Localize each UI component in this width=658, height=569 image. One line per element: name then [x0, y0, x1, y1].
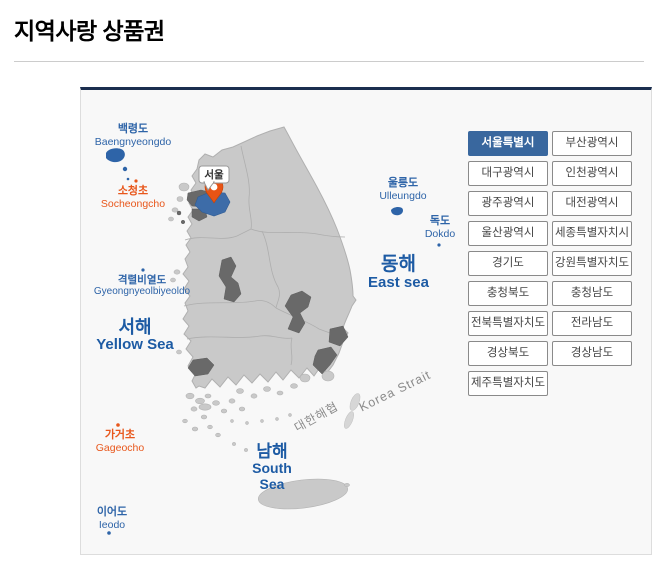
- korea-map: 서울: [106, 126, 441, 535]
- seoul-tooltip-text: 서울: [204, 168, 224, 181]
- region-button-gwangju[interactable]: 광주광역시: [468, 191, 548, 216]
- region-button-jeonnam[interactable]: 전라남도: [552, 311, 632, 336]
- metro-regions: [176, 189, 349, 377]
- region-button-daegu[interactable]: 대구광역시: [468, 161, 548, 186]
- region-button-gangwon[interactable]: 강원특별자치도: [552, 251, 632, 276]
- udo-island: [344, 483, 350, 487]
- socheongcho-dot: [134, 179, 138, 183]
- label-baengnyeongdo: 백령도 Baengnyeongdo: [94, 123, 172, 148]
- label-ulleungdo: 울릉도 Ulleungdo: [379, 177, 427, 202]
- region-sejong-daejeon[interactable]: [218, 256, 242, 303]
- ieodo-dot: [107, 531, 111, 535]
- jeju-island[interactable]: [257, 475, 350, 514]
- region-button-incheon[interactable]: 인천광역시: [552, 161, 632, 186]
- label-gageocho: 가거초 Gageocho: [95, 429, 145, 454]
- region-button-gyeongnam[interactable]: 경상남도: [552, 341, 632, 366]
- label-yellow-sea: 서해 Yellow Sea: [96, 317, 174, 354]
- baengnyeongdo-island: [106, 148, 125, 163]
- region-button-sejong[interactable]: 세종특별자치시: [552, 221, 632, 246]
- region-button-ulsan[interactable]: 울산광역시: [468, 221, 548, 246]
- region-button-gyeonggi[interactable]: 경기도: [468, 251, 548, 276]
- region-button-chungnam[interactable]: 충청남도: [552, 281, 632, 306]
- tsushima-island: [344, 393, 361, 429]
- dokdo-dot: [437, 243, 441, 247]
- remote-islands: [106, 148, 441, 535]
- region-button-gyeongbuk[interactable]: 경상북도: [468, 341, 548, 366]
- gageocho-dot: [116, 423, 120, 427]
- label-dokdo: 독도 Dokdo: [424, 215, 456, 240]
- label-south-sea: 남해 South Sea: [252, 442, 292, 492]
- region-ulsan[interactable]: [328, 325, 349, 347]
- region-button-grid: 서울특별시 부산광역시 대구광역시 인천광역시 광주광역시 대전광역시 울산광역…: [468, 131, 632, 396]
- region-gwangju[interactable]: [187, 357, 215, 377]
- label-socheongcho: 소청초 Socheongcho: [100, 185, 166, 210]
- korea-map-stage: 서울 백령도 Baengnyeongdo 소청초 Socheongcho 격렬비…: [81, 90, 651, 551]
- map-panel: 서울 백령도 Baengnyeongdo 소청초 Socheongcho 격렬비…: [80, 87, 652, 555]
- ulleungdo-island: [391, 206, 403, 216]
- region-button-busan[interactable]: 부산광역시: [552, 131, 632, 156]
- title-divider: [14, 61, 644, 62]
- incheon-islet: [176, 210, 182, 216]
- coastal-islands: [168, 182, 335, 452]
- region-busan[interactable]: [312, 346, 338, 375]
- gyeongnyeolbiyeoldo-dot: [141, 268, 145, 272]
- province-borders: [183, 145, 346, 366]
- region-button-jeonbuk[interactable]: 전북특별자치도: [468, 311, 548, 336]
- incheon-islet: [180, 219, 186, 225]
- region-daegu[interactable]: [284, 290, 312, 334]
- label-gyeongnyeolbiyeoldo: 격렬비열도 Gyeongnyeolbiyeoldo: [93, 274, 191, 298]
- region-button-jeju[interactable]: 제주특별자치도: [468, 371, 548, 396]
- seoul-tooltip: 서울: [198, 165, 230, 191]
- label-east-sea: 동해 East sea: [368, 254, 429, 292]
- region-button-daejeon[interactable]: 대전광역시: [552, 191, 632, 216]
- page-title: 지역사랑 상품권: [14, 18, 165, 44]
- label-ieodo: 이어도 Ieodo: [96, 506, 128, 531]
- region-button-seoul[interactable]: 서울특별시: [468, 131, 548, 156]
- region-button-chungbuk[interactable]: 충청북도: [468, 281, 548, 306]
